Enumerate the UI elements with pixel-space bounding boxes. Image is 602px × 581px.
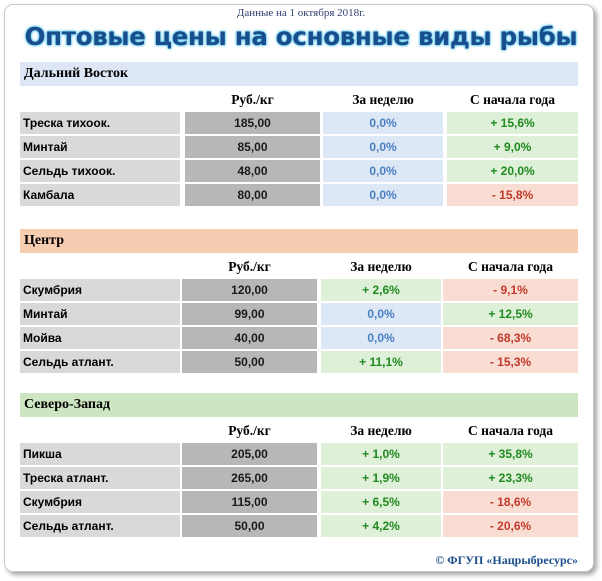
- fish-name: Треска атлант.: [20, 467, 180, 489]
- fish-name: Минтай: [20, 303, 180, 325]
- week-change-cell: 0,0%: [321, 303, 441, 325]
- year-change-cell: + 35,8%: [443, 443, 578, 465]
- year-change-cell: - 9,1%: [443, 279, 578, 301]
- fish-name: Скумбрия: [20, 279, 180, 301]
- week-change-cell: 0,0%: [323, 112, 443, 134]
- week-change-cell: 0,0%: [323, 184, 443, 206]
- year-change-cell: + 23,3%: [443, 467, 578, 489]
- year-change-cell: + 12,5%: [443, 303, 578, 325]
- price-cell: 205,00: [182, 443, 317, 465]
- section-0: Дальний Восток Руб./кг За неделю С начала г…: [20, 62, 578, 208]
- fish-name: Треска тихоок.: [20, 112, 180, 134]
- column-header-price: Руб./кг: [231, 92, 274, 107]
- section-2: Северо-Запад Руб./кг За неделю С начала год…: [20, 393, 578, 539]
- week-change-cell: + 11,1%: [321, 351, 441, 373]
- column-header-year: С начала года: [467, 259, 554, 274]
- price-cell: 185,00: [185, 112, 320, 134]
- price-cell: 85,00: [185, 136, 320, 158]
- week-change-cell: + 4,2%: [321, 515, 441, 537]
- year-change-cell: + 20,0%: [447, 160, 578, 182]
- price-cell: 48,00: [185, 160, 320, 182]
- week-change-cell: + 1,9%: [321, 467, 441, 489]
- year-change-cell: + 15,6%: [447, 112, 578, 134]
- fish-name: Мойва: [20, 327, 180, 349]
- price-cell: 50,00: [182, 515, 317, 537]
- fish-name: Пикша: [20, 443, 180, 465]
- year-change-cell: + 9,0%: [447, 136, 578, 158]
- week-change-cell: 0,0%: [321, 327, 441, 349]
- price-cell: 50,00: [182, 351, 317, 373]
- price-cell: 80,00: [185, 184, 320, 206]
- price-cell: 99,00: [182, 303, 317, 325]
- week-change-cell: + 6,5%: [321, 491, 441, 513]
- column-header-price: Руб./кг: [228, 259, 271, 274]
- fish-name: Минтай: [20, 136, 180, 158]
- week-change-cell: + 1,0%: [321, 443, 441, 465]
- column-header-week: За неделю: [352, 92, 414, 107]
- year-change-cell: - 15,8%: [447, 184, 578, 206]
- fish-name: Камбала: [20, 184, 180, 206]
- column-header-year: С начала года: [469, 92, 556, 107]
- column-header-week: За неделю: [350, 259, 412, 274]
- page-title: Оптовые цены на основные виды рыбы: [24, 22, 578, 51]
- price-cell: 115,00: [182, 491, 317, 513]
- year-change-cell: - 20,6%: [443, 515, 578, 537]
- column-header-year: С начала года: [467, 423, 554, 438]
- section-title: Центр: [20, 229, 578, 253]
- section-title: Дальний Восток: [20, 62, 578, 86]
- price-cell: 120,00: [182, 279, 317, 301]
- price-cell: 40,00: [182, 327, 317, 349]
- fish-name: Сельдь атлант.: [20, 515, 180, 537]
- year-change-cell: - 15,3%: [443, 351, 578, 373]
- week-change-cell: 0,0%: [323, 136, 443, 158]
- section-title: Северо-Запад: [20, 393, 578, 417]
- fish-name: Скумбрия: [20, 491, 180, 513]
- data-date: Данные на 1 октября 2018г.: [236, 7, 366, 19]
- column-header-price: Руб./кг: [228, 423, 271, 438]
- copyright: © ФГУП «Нацрыбресурс»: [435, 553, 578, 567]
- year-change-cell: - 68,3%: [443, 327, 578, 349]
- week-change-cell: + 2,6%: [321, 279, 441, 301]
- fish-name: Сельдь тихоок.: [20, 160, 180, 182]
- section-1: Центр Руб./кг За неделю С начала года Скумбр…: [20, 229, 578, 375]
- year-change-cell: - 18,6%: [443, 491, 578, 513]
- column-header-week: За неделю: [350, 423, 412, 438]
- fish-name: Сельдь атлант.: [20, 351, 180, 373]
- price-cell: 265,00: [182, 467, 317, 489]
- week-change-cell: 0,0%: [323, 160, 443, 182]
